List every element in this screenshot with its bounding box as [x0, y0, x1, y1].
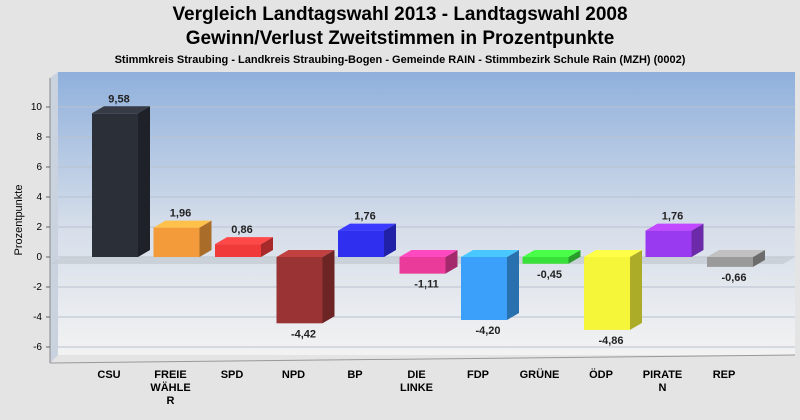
- data-label: 9,58: [108, 93, 129, 105]
- bar-top: [92, 106, 150, 114]
- chart-title-line1: Vergleich Landtagswahl 2013 - Landtagswa…: [172, 4, 628, 25]
- bar: -4,42: [276, 250, 335, 340]
- x-tick-label: DIE: [407, 369, 425, 381]
- x-tick-label: CSU: [97, 369, 120, 381]
- y-tick-label: -2: [33, 282, 42, 293]
- bar-side: [138, 106, 150, 257]
- x-tick-label: LINKE: [400, 382, 433, 394]
- data-label: -4,42: [291, 328, 316, 340]
- bar: -0,66: [707, 250, 765, 284]
- bar: 1,76: [645, 211, 704, 257]
- y-axis-ticks: 10 8 6 4 2 0 -2 -4 -6: [31, 102, 50, 353]
- bar-side: [322, 250, 335, 324]
- bar: -1,11: [399, 250, 458, 291]
- bar: 9,58: [92, 93, 150, 257]
- bar-top: [276, 250, 335, 257]
- bar-side: [261, 237, 273, 257]
- data-label: -1,11: [414, 279, 438, 291]
- plot-background: [49, 72, 796, 364]
- bar-front: [584, 257, 630, 330]
- y-axis-title: Prozentpunkte: [13, 185, 25, 256]
- bar-top: [215, 237, 273, 245]
- bar-front: [707, 257, 753, 267]
- x-tick-label: R: [167, 395, 175, 407]
- bar-front: [338, 230, 384, 257]
- bar-side: [445, 250, 458, 274]
- x-tick-label: BP: [347, 369, 362, 381]
- bar-top: [461, 250, 519, 257]
- x-axis-line: [49, 354, 796, 364]
- x-tick-label: ÖDP: [589, 368, 613, 381]
- bar: 0,86: [215, 224, 273, 257]
- bar-front: [276, 257, 323, 324]
- bar-front: [92, 113, 138, 257]
- x-tick-label: WÄHLE: [150, 381, 190, 394]
- bar-top: [707, 250, 765, 257]
- bar-side: [199, 220, 212, 257]
- bar-top: [399, 250, 458, 257]
- bar-side: [384, 223, 396, 257]
- data-label: 0,86: [231, 224, 252, 236]
- y-tick-label: -6: [33, 342, 42, 353]
- data-label: 1,76: [662, 211, 683, 223]
- x-tick-label: N: [659, 382, 667, 394]
- bar-top: [584, 250, 642, 257]
- bar-side: [691, 223, 704, 257]
- x-tick-label: FDP: [467, 369, 489, 381]
- bar-front: [399, 257, 446, 274]
- x-tick-label: FREIE: [154, 369, 186, 381]
- x-tick-label: PIRATE: [643, 369, 683, 381]
- bar-top: [153, 220, 212, 228]
- bar: -4,20: [461, 250, 519, 337]
- bar-side: [630, 250, 642, 330]
- bar-side: [507, 250, 519, 320]
- bar-top: [522, 250, 581, 257]
- chart-subtitle: Stimmkreis Straubing - Landkreis Straubi…: [114, 54, 686, 66]
- bar-side: [753, 250, 765, 267]
- plot-back-wall: [58, 72, 795, 355]
- bar: -4,86: [584, 250, 642, 347]
- y-tick-label: 6: [36, 162, 42, 173]
- data-label: 1,96: [170, 208, 191, 220]
- data-label: -0,45: [537, 269, 562, 281]
- y-tick-label: 10: [31, 102, 43, 113]
- bar: 1,96: [153, 208, 212, 257]
- bar: -0,45: [522, 250, 581, 281]
- y-tick-label: 8: [36, 132, 42, 143]
- y-tick-label: 4: [36, 192, 42, 203]
- bar-front: [645, 230, 692, 257]
- bar-side: [568, 250, 581, 264]
- bar-top: [645, 223, 704, 231]
- chart-title-line2: Gewinn/Verlust Zweitstimmen in Prozentpu…: [185, 28, 615, 49]
- bar: 1,76: [338, 211, 396, 257]
- bars: 9,58 1,96 0,86 -4,42 1,76 -1,11 -4,20 -0,45 -4,8…: [92, 93, 765, 347]
- x-tick-label: GRÜNE: [520, 368, 560, 381]
- data-label: -0,66: [721, 272, 746, 284]
- bar-front: [461, 257, 507, 320]
- y-tick-label: 0: [36, 252, 42, 263]
- plot-side-wall: [50, 72, 58, 363]
- y-tick-label: -4: [33, 312, 42, 323]
- x-tick-label: SPD: [221, 369, 244, 381]
- bar-front: [153, 227, 200, 257]
- data-label: -4,20: [475, 325, 500, 337]
- x-tick-label: NPD: [282, 369, 305, 381]
- bar-top: [338, 223, 396, 231]
- bar-front: [522, 257, 569, 264]
- bar-front: [215, 244, 261, 257]
- data-label: 1,76: [354, 211, 375, 223]
- y-tick-label: 2: [36, 222, 42, 233]
- data-label: -4,86: [598, 335, 623, 347]
- x-tick-label: REP: [713, 369, 736, 381]
